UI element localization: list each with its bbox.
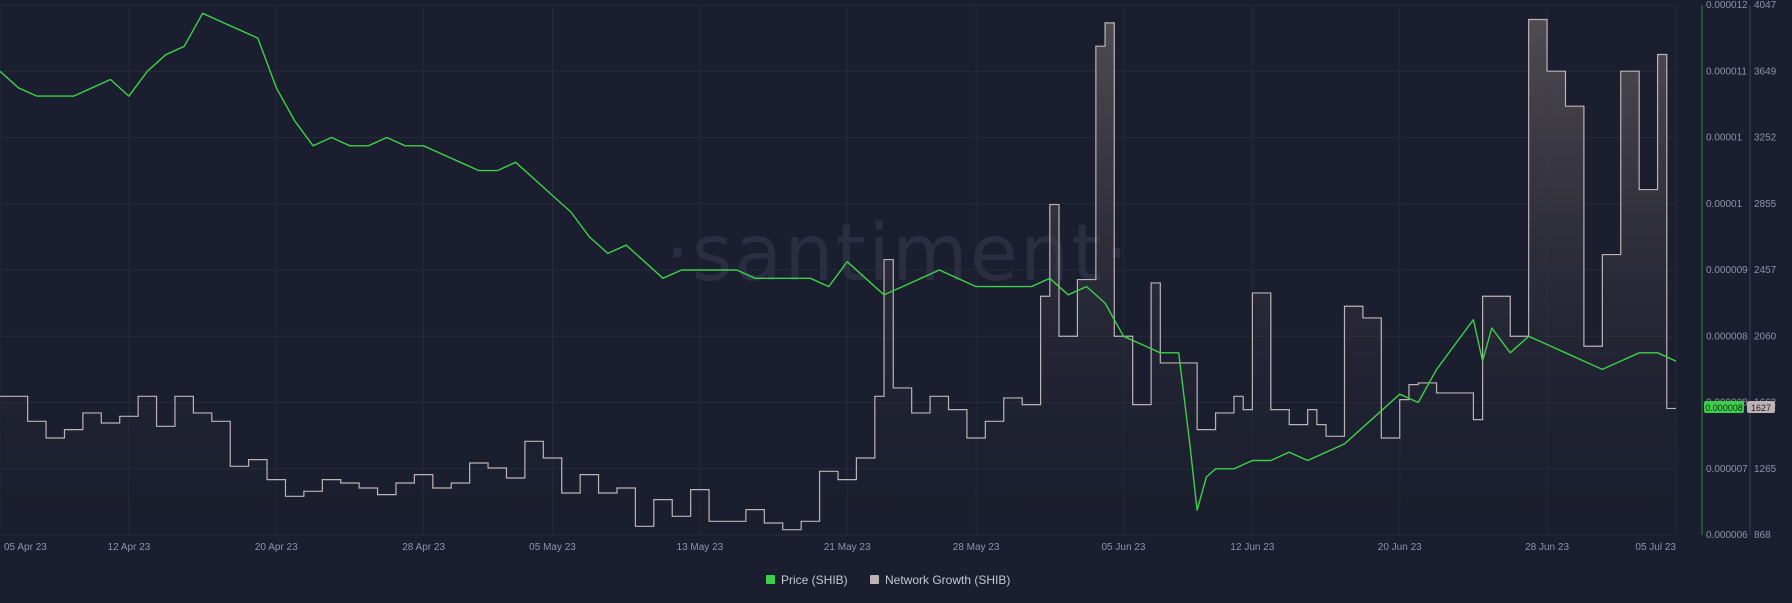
legend-network-label[interactable]: Network Growth (SHIB) [885, 573, 1010, 587]
x-axis-tick-label: 12 Apr 23 [108, 542, 151, 553]
network-axis-tick-label: 3649 [1754, 66, 1777, 77]
network-axis-tick-label: 2457 [1754, 265, 1777, 276]
network-axis-tick-label: 4047 [1754, 0, 1777, 11]
x-axis-tick-label: 13 May 23 [677, 542, 724, 553]
price-axis-tick-label: 0.00001 [1706, 199, 1743, 210]
x-axis-tick-label: 20 Apr 23 [255, 542, 298, 553]
network-growth-area [0, 19, 1676, 535]
x-axis-tick-label: 05 Jul 23 [1635, 542, 1676, 553]
legend: Price (SHIB) Network Growth (SHIB) [766, 573, 1010, 587]
x-axis-tick-label: 12 Jun 23 [1230, 542, 1274, 553]
price-axis-tick-label: 0.000007 [1706, 464, 1748, 475]
x-axis-tick-label: 28 May 23 [953, 542, 1000, 553]
price-axis-tick-label: 0.000011 [1706, 66, 1747, 77]
price-axis-tick-label: 0.000012 [1706, 0, 1748, 11]
network-axis-tick-label: 2855 [1754, 199, 1777, 210]
price-badge-bg [1704, 401, 1744, 413]
watermark: ·santiment· [665, 209, 1131, 299]
network-axis-tick-label: 868 [1754, 530, 1771, 541]
network-axis-tick-label: 2060 [1754, 331, 1777, 342]
network-badge-bg [1747, 401, 1775, 413]
x-axis-tick-label: 28 Jun 23 [1525, 542, 1569, 553]
price-axis-tick-label: 0.000009 [1706, 265, 1748, 276]
x-axis-tick-label: 05 Jun 23 [1102, 542, 1146, 553]
x-axis-tick-label: 05 May 23 [529, 542, 576, 553]
price-badge: 0.000008 [1705, 403, 1743, 413]
series-layer [0, 12, 1677, 535]
legend-price-swatch[interactable] [766, 575, 775, 584]
price-axis-tick-label: 0.000008 [1706, 331, 1748, 342]
price-line [0, 12, 1677, 511]
network-axis-tick-label: 3252 [1754, 133, 1777, 144]
network-growth-line [0, 18, 1676, 531]
x-axis-tick-label: 20 Jun 23 [1378, 542, 1422, 553]
price-axis-tick-label: 0.000006 [1706, 530, 1748, 541]
x-axis-tick-label: 05 Apr 23 [4, 542, 47, 553]
x-axis-tick-label: 28 Apr 23 [402, 542, 445, 553]
legend-price-label[interactable]: Price (SHIB) [781, 573, 848, 587]
network-axis-tick-label: 1265 [1754, 464, 1777, 475]
legend-network-swatch[interactable] [870, 575, 879, 584]
price-axis-tick-label: 0.00001 [1706, 133, 1743, 144]
value-badges: 0.000008 1627 [1704, 401, 1775, 413]
x-axis-tick-label: 21 May 23 [824, 542, 871, 553]
network-badge: 1627 [1751, 403, 1771, 413]
